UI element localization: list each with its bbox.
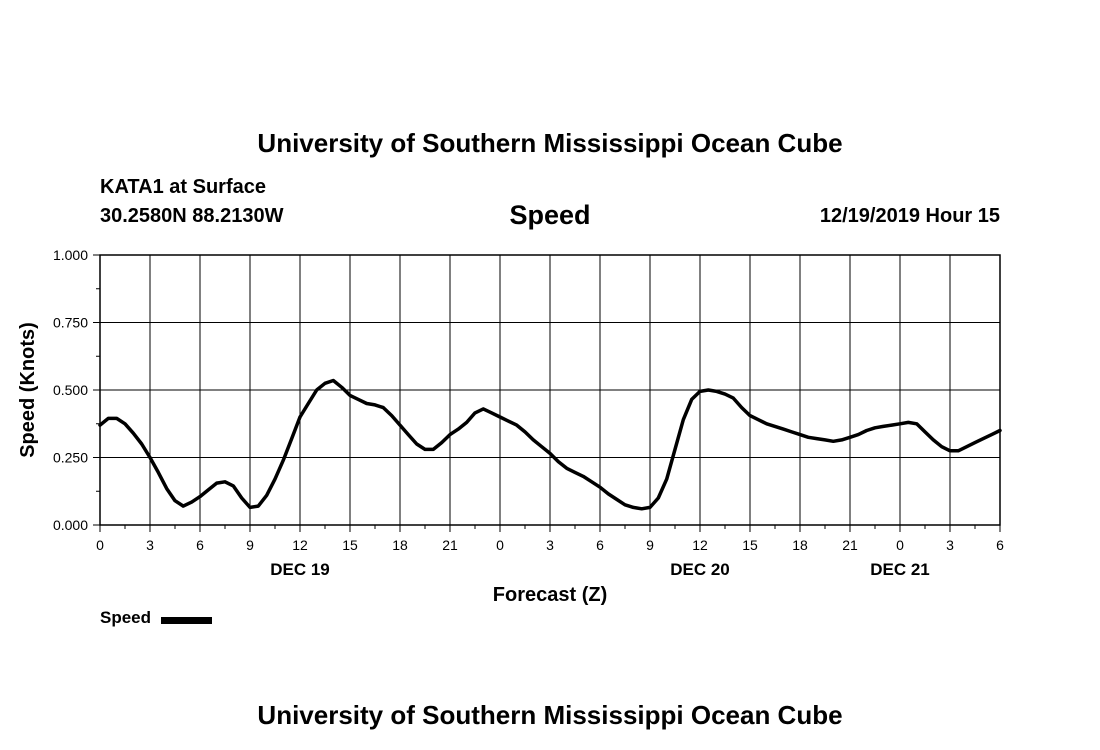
x-tick-label: 12 (692, 537, 708, 553)
x-tick-label: 3 (946, 537, 954, 553)
x-tick-label: 21 (842, 537, 858, 553)
legend-swatch (161, 617, 212, 624)
x-tick-label: 21 (442, 537, 458, 553)
y-tick-label: 0.000 (53, 517, 88, 533)
x-tick-label: 15 (742, 537, 758, 553)
x-tick-label: 0 (96, 537, 104, 553)
date-label: DEC 20 (670, 560, 730, 579)
x-tick-label: 6 (996, 537, 1004, 553)
y-tick-label: 0.500 (53, 382, 88, 398)
x-tick-label: 0 (496, 537, 504, 553)
date-label: DEC 19 (270, 560, 330, 579)
x-tick-label: 0 (896, 537, 904, 553)
chart-title: Speed (509, 200, 591, 230)
date-label: DEC 21 (870, 560, 930, 579)
plot-frame (99, 254, 1001, 526)
x-tick-label: 6 (596, 537, 604, 553)
page-title: University of Southern Mississippi Ocean… (257, 128, 843, 158)
x-tick-label: 3 (146, 537, 154, 553)
footer-title: University of Southern Mississippi Ocean… (257, 700, 843, 730)
x-tick-label: 12 (292, 537, 308, 553)
x-tick-label: 9 (646, 537, 654, 553)
x-tick-label: 9 (246, 537, 254, 553)
y-tick-label: 0.250 (53, 450, 88, 466)
station-label: KATA1 at Surface (100, 176, 266, 198)
x-tick-label: 18 (792, 537, 808, 553)
x-tick-label: 15 (342, 537, 358, 553)
x-tick-label: 18 (392, 537, 408, 553)
speed-series-line (98, 378, 1002, 511)
station-coordinates: 30.2580N 88.2130W (100, 205, 284, 227)
y-tick-label: 1.000 (53, 247, 88, 263)
x-tick-label: 6 (196, 537, 204, 553)
x-tick-label: 3 (546, 537, 554, 553)
forecast-timestamp: 12/19/2019 Hour 15 (819, 205, 1000, 227)
legend-label: Speed (100, 608, 152, 627)
y-axis-label: Speed (Knots) (17, 322, 39, 458)
y-tick-label: 0.750 (53, 315, 88, 331)
x-axis-label: Forecast (Z) (493, 584, 607, 606)
